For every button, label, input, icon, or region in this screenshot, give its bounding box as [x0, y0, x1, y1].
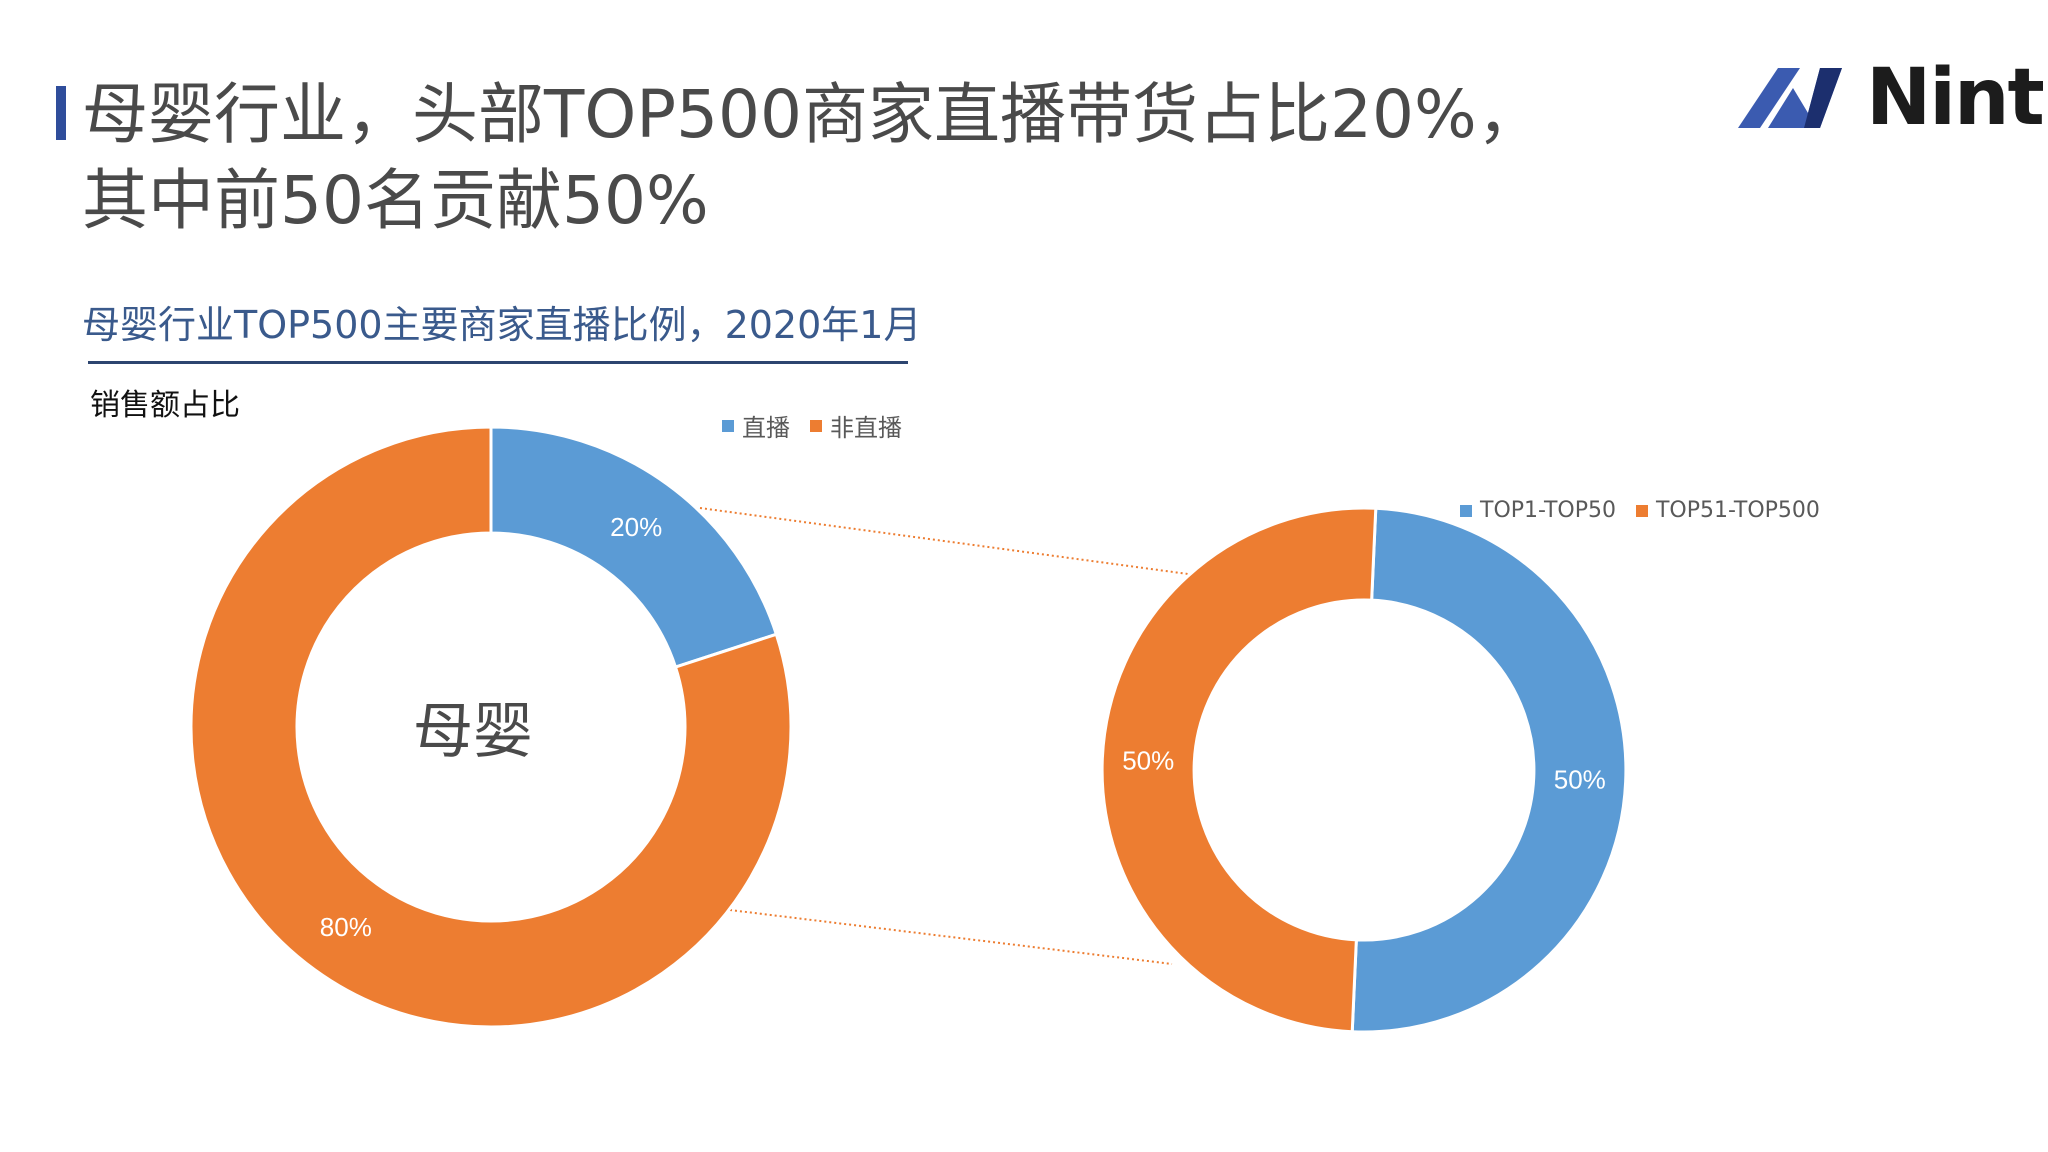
page-title-line-2: 其中前50名贡献50% — [82, 162, 709, 239]
nint-logo-icon — [1738, 68, 1842, 128]
page-title-line-1: 母婴行业，头部TOP500商家直播带货占比20%， — [82, 76, 1543, 153]
chart-ylabel: 销售额占比 — [90, 388, 240, 423]
donut-chart-right: 50% 50% — [1102, 508, 1626, 1032]
nint-logo-text: Nint — [1866, 53, 2045, 143]
legend-right-chart: TOP1-TOP50 TOP51-TOP500 — [1460, 498, 1820, 523]
right-slice-TOP1-TOP50 — [1352, 508, 1626, 1032]
connector-line-2 — [729, 909, 1173, 965]
legend-left-chart: 直播 非直播 — [722, 408, 902, 443]
page-title: 母婴行业，头部TOP500商家直播带货占比20%， 其中前50名贡献50% — [82, 72, 1543, 244]
right-data-label-TOP51-TOP500: 50% — [1122, 745, 1174, 775]
nint-logo: Nint — [1738, 58, 2045, 138]
left-legend-swatch — [722, 419, 734, 432]
right-legend-item-TOP1-TOP50: TOP1-TOP50 — [1460, 498, 1616, 523]
right-legend-item-TOP51-TOP500: TOP51-TOP500 — [1635, 498, 1820, 523]
left-legend-item-非直播: 非直播 — [810, 408, 902, 443]
left-slice-非直播 — [189, 425, 793, 1029]
right-legend-swatch — [1460, 504, 1472, 517]
right-legend-label: TOP51-TOP500 — [1655, 498, 1820, 523]
chart-title-underline — [88, 361, 908, 364]
right-data-label-TOP1-TOP50: 50% — [1554, 765, 1606, 795]
left-legend-item-直播: 直播 — [722, 408, 790, 443]
left-legend-label: 直播 — [742, 414, 790, 442]
title-accent-bar — [56, 86, 66, 140]
donut-center-label: 母婴 — [413, 697, 533, 767]
chart-title: 母婴行业TOP500主要商家直播比例，2020年1月 — [82, 303, 922, 347]
donut-chart-left: 20% 80% — [189, 425, 793, 1029]
left-legend-swatch — [810, 419, 822, 432]
right-legend-swatch — [1635, 504, 1648, 517]
connector-line-1 — [699, 507, 1189, 575]
left-data-label-非直播: 80% — [320, 912, 372, 942]
connector-lines — [699, 507, 1189, 965]
right-legend-label: TOP1-TOP50 — [1480, 498, 1616, 523]
left-data-label-直播: 20% — [610, 512, 662, 542]
left-slice-直播 — [489, 425, 779, 669]
right-slice-TOP51-TOP500 — [1102, 508, 1376, 1032]
left-legend-label: 非直播 — [830, 414, 902, 442]
